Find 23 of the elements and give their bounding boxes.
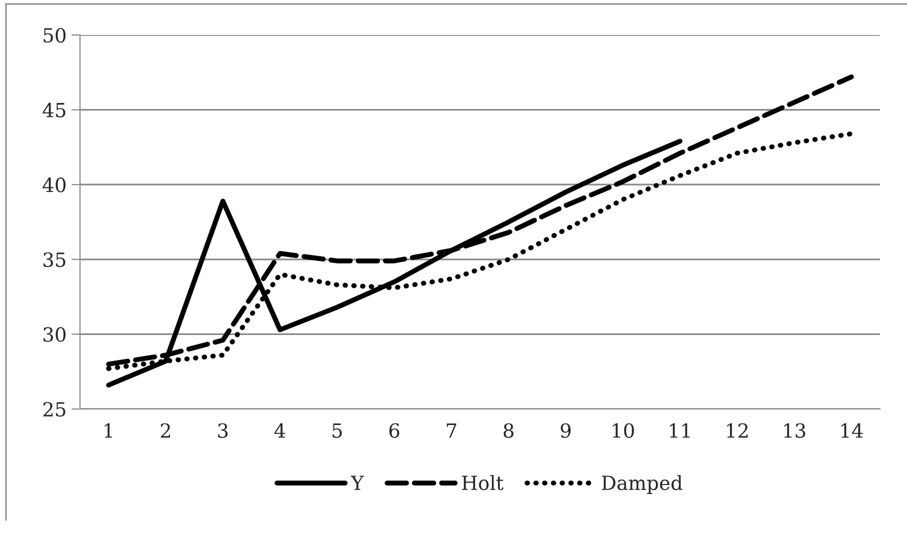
- x-tick-label: 7: [446, 423, 456, 438]
- y-tick-label: 30: [44, 327, 66, 342]
- x-tick-label: 13: [784, 423, 806, 438]
- x-tick-label: 1: [104, 423, 112, 438]
- legend-label: Holt: [462, 475, 504, 490]
- x-tick-label: 8: [504, 423, 514, 438]
- legend-label: Y: [350, 476, 364, 490]
- x-tick-label: 14: [841, 423, 863, 438]
- y-tick-label: 40: [42, 178, 66, 192]
- legend-label: Damped: [602, 475, 682, 494]
- x-tick-label: 10: [612, 423, 634, 438]
- x-tick-label: 5: [332, 423, 342, 438]
- x-tick-label: 12: [727, 423, 748, 438]
- x-tick-label: 4: [274, 423, 286, 438]
- x-tick-label: 9: [560, 423, 571, 438]
- x-tick-label: 3: [218, 423, 228, 438]
- y-tick-label: 35: [44, 252, 66, 268]
- x-tick-label: 11: [670, 423, 690, 438]
- x-tick-label: 6: [389, 423, 400, 438]
- x-tick-label: 2: [160, 423, 170, 438]
- y-tick-label: 50: [44, 28, 66, 43]
- y-tick-label: 45: [42, 102, 66, 118]
- y-tick-label: 25: [43, 402, 66, 417]
